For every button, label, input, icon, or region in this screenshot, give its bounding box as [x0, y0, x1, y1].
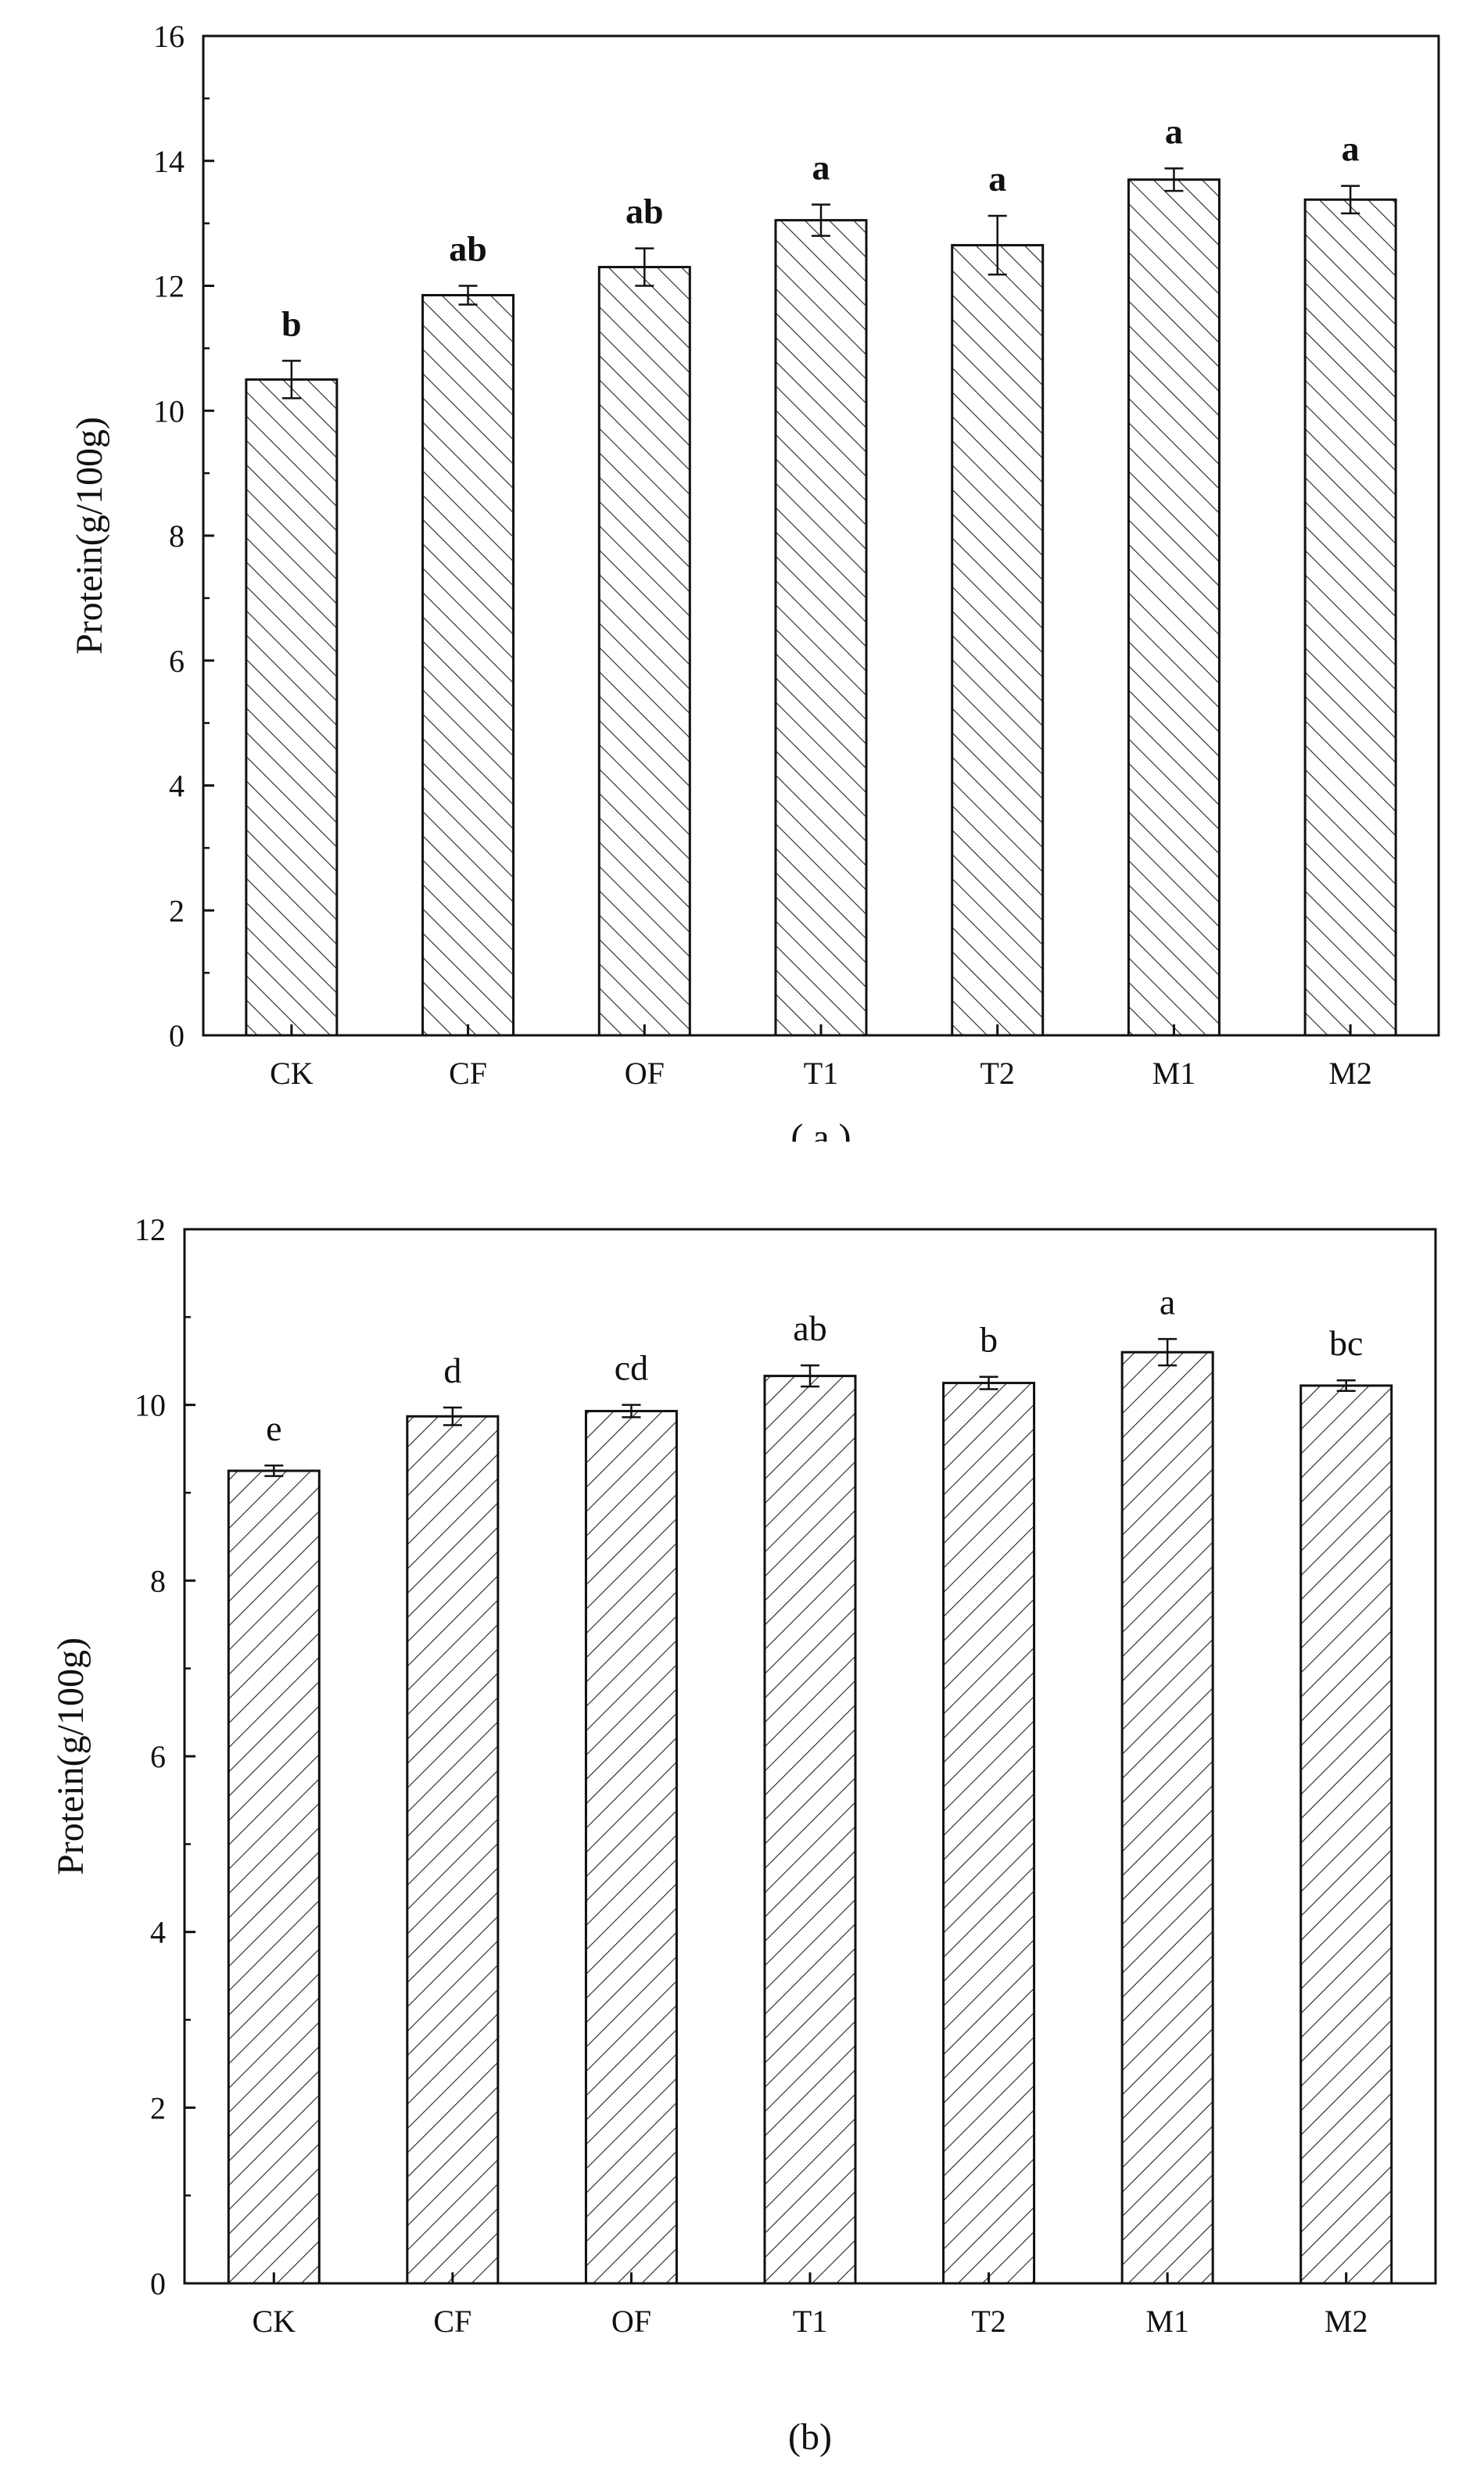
chart-a-xtick-label-OF: OF — [625, 1056, 665, 1091]
chart-a-bar-T2 — [951, 244, 1045, 1037]
chart-a-xtick-label-M2: M2 — [1328, 1056, 1372, 1091]
chart-a-sig-label-M1: a — [1165, 111, 1183, 151]
chart-a-ytick-label-8: 16 — [153, 19, 185, 54]
chart-a-xtick-label-T2: T2 — [980, 1056, 1014, 1091]
chart-a-ytick-label-5: 10 — [153, 393, 185, 429]
chart-b-sig-label-M2: bc — [1329, 1323, 1363, 1363]
chart-b-bar-M1 — [1120, 1350, 1214, 2285]
chart-b: 0 2 4 6 8 10 12 Protein(g/100g) e CK d CF cd OF ab T1 b T… — [0, 1173, 1484, 2471]
chart-a-sig-label-CK: b — [281, 303, 302, 343]
chart-b-sig-label-OF: cd — [615, 1348, 648, 1388]
chart-b-xtick-label-OF: OF — [611, 2304, 651, 2339]
chart-b-bar-CK — [227, 1469, 321, 2285]
chart-a-ytick-label-0: 0 — [169, 1018, 185, 1053]
chart-b-bar-M2 — [1299, 1384, 1393, 2285]
chart-a-ytick-label-7: 14 — [153, 144, 185, 179]
chart-b-ytick-label-6: 12 — [134, 1212, 166, 1247]
chart-a-xtick-label-M1: M1 — [1152, 1056, 1196, 1091]
chart-b-ytick-label-1: 2 — [150, 2090, 166, 2125]
chart-b-panel-label: (b) — [788, 2416, 832, 2458]
chart-b-xtick-label-CF: CF — [433, 2304, 471, 2339]
chart-b-ytick-label-3: 6 — [150, 1739, 166, 1774]
chart-b-ytick-label-2: 4 — [150, 1915, 166, 1950]
chart-a-bar-CF — [421, 293, 515, 1037]
chart-b-xtick-label-M2: M2 — [1324, 2304, 1368, 2339]
chart-a-ylabel: Protein(g/100g) — [69, 417, 110, 655]
chart-b-sig-label-CK: e — [266, 1408, 281, 1448]
chart-b-xtick-label-T1: T1 — [793, 2304, 827, 2339]
chart-b-xtick-label-T2: T2 — [971, 2304, 1005, 2339]
chart-b-ytick-label-5: 10 — [134, 1388, 166, 1423]
chart-a-sig-label-CF: ab — [449, 229, 487, 269]
chart-a-bar-M1 — [1127, 178, 1221, 1037]
chart-a-ytick-label-2: 4 — [169, 769, 185, 804]
chart-a: 0 2 4 6 8 10 12 14 16 Protein(g/100g) b CK ab CF ab OF a… — [0, 0, 1484, 1142]
chart-b-ylabel: Protein(g/100g) — [50, 1637, 91, 1875]
chart-a-bar-CK — [245, 378, 339, 1037]
chart-a-sig-label-OF: ab — [626, 192, 664, 231]
chart-b-xtick-label-CK: CK — [252, 2304, 296, 2339]
chart-a-bar-T1 — [774, 219, 868, 1037]
chart-a-xtick-label-T1: T1 — [804, 1056, 838, 1091]
chart-a-sig-label-T1: a — [812, 148, 830, 188]
chart-a-ytick-label-6: 12 — [153, 269, 185, 304]
chart-a-panel-label: ( a ) — [790, 1117, 851, 1142]
chart-b-ytick-label-0: 0 — [150, 2266, 166, 2301]
chart-b-sig-label-T1: ab — [793, 1308, 826, 1348]
chart-b-bar-OF — [584, 1410, 678, 2285]
chart-b-ytick-label-4: 8 — [150, 1563, 166, 1598]
chart-b-svg: 0 2 4 6 8 10 12 Protein(g/100g) e CK d CF cd OF ab T1 b T… — [50, 1212, 1437, 2458]
chart-b-xtick-label-M1: M1 — [1145, 2304, 1189, 2339]
chart-a-ytick-label-1: 2 — [169, 893, 185, 928]
chart-b-sig-label-CF: d — [443, 1350, 461, 1390]
chart-a-svg: 0 2 4 6 8 10 12 14 16 Protein(g/100g) b CK ab CF ab OF a… — [69, 19, 1440, 1142]
chart-a-sig-label-M2: a — [1342, 129, 1360, 169]
chart-b-bar-T1 — [763, 1375, 857, 2285]
chart-b-sig-label-M1: a — [1160, 1282, 1175, 1322]
chart-a-ytick-label-3: 6 — [169, 644, 185, 679]
chart-a-ytick-label-4: 8 — [169, 518, 185, 554]
chart-b-sig-label-T2: b — [980, 1320, 998, 1360]
chart-b-bar-CF — [406, 1415, 500, 2285]
chart-a-xtick-label-CF: CF — [449, 1056, 487, 1091]
chart-a-bar-M2 — [1303, 198, 1397, 1037]
chart-a-xtick-label-CK: CK — [270, 1056, 314, 1091]
chart-a-sig-label-T2: a — [988, 159, 1006, 199]
chart-b-bar-T2 — [942, 1382, 1036, 2285]
chart-a-bar-OF — [597, 266, 691, 1037]
